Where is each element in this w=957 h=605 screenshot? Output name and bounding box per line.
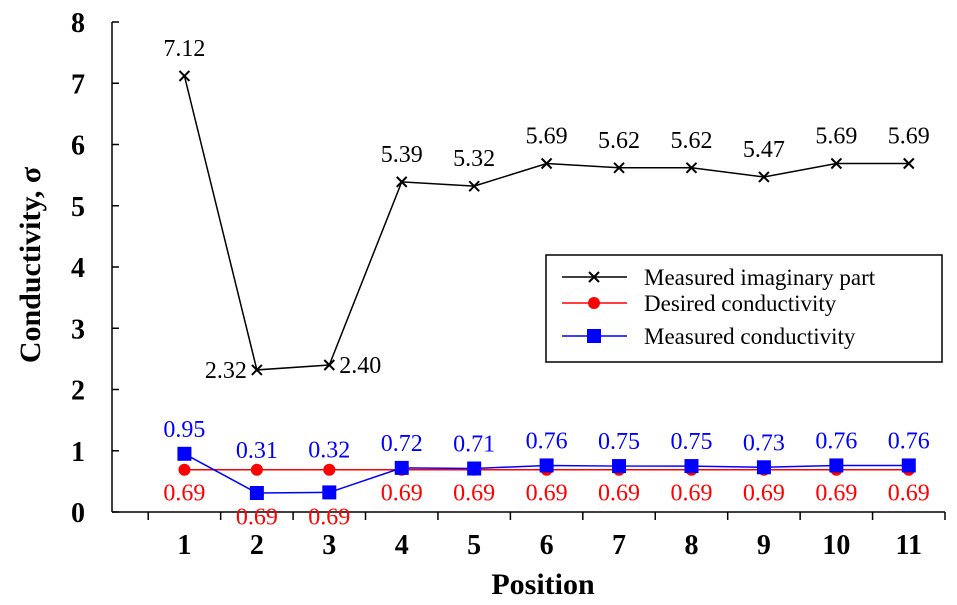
series-2-point (539, 458, 554, 473)
series-2-point (587, 329, 601, 343)
series-1-data-label: 0.69 (453, 481, 495, 507)
x-tick-label: 2 (250, 530, 264, 561)
x-tick-label: 10 (822, 530, 850, 561)
series-1-data-label: 0.69 (381, 481, 423, 507)
series-0-data-label: 5.62 (598, 128, 640, 154)
legend-label-1: Desired conductivity (644, 291, 837, 316)
x-tick-label: 8 (684, 530, 698, 561)
series-2-data-label: 0.76 (888, 428, 930, 454)
series-1-data-label: 0.69 (815, 481, 857, 507)
series-2-point (394, 460, 409, 475)
legend-label-2: Measured conductivity (644, 324, 856, 349)
series-2-data-label: 0.95 (163, 417, 205, 443)
legend-label-0: Measured imaginary part (644, 265, 876, 290)
series-2-data-label: 0.71 (453, 432, 495, 458)
series-2-point (756, 460, 771, 475)
series-0-point (685, 162, 698, 174)
series-2-data-label: 0.73 (743, 430, 785, 456)
y-tick-label: 5 (71, 192, 85, 223)
series-0-data-label: 5.69 (815, 123, 857, 149)
x-tick-label: 5 (467, 530, 481, 561)
series-2-point (467, 461, 482, 476)
series-2-data-label: 0.31 (236, 438, 278, 464)
y-tick-label: 7 (71, 69, 85, 100)
series-2-point (612, 459, 627, 474)
y-tick-label: 1 (71, 437, 85, 468)
series-2-point (684, 459, 699, 474)
series-1-point (178, 463, 191, 476)
series-2-point (829, 458, 844, 473)
x-tick-label: 1 (177, 530, 191, 561)
series-1-data-label: 0.69 (308, 505, 350, 531)
series-0-point (396, 176, 408, 188)
series-1-data-label: 0.69 (598, 481, 640, 507)
y-tick-label: 8 (71, 8, 85, 39)
series-2-data-label: 0.32 (308, 437, 350, 463)
series-1-point (250, 463, 263, 476)
series-2-point (177, 446, 192, 461)
x-tick-label: 7 (612, 530, 626, 561)
series-0-point (323, 359, 336, 371)
y-axis-title: Conductivity, σ (14, 166, 47, 363)
series-1-data-label: 0.69 (743, 481, 785, 507)
legend-box (545, 254, 943, 363)
series-0-data-label: 2.32 (205, 358, 247, 384)
series-0-data-label: 5.32 (453, 146, 495, 172)
x-tick-label: 3 (322, 530, 336, 561)
x-tick-label: 11 (896, 530, 922, 561)
series-2-data-label: 0.76 (815, 428, 857, 454)
tick-labels: 0 1 2 3 4 5 6 7 8 1 2 3 4 5 6 7 8 9 10 11 (71, 8, 922, 561)
series-2-data-label: 0.72 (381, 431, 423, 457)
series-2-data-label: 0.76 (526, 428, 568, 454)
series-0-point (468, 180, 480, 192)
series-0-point (758, 171, 770, 183)
series-0-data-label: 7.12 (163, 36, 205, 62)
series-1-data-label: 0.69 (888, 481, 930, 507)
y-tick-label: 4 (71, 253, 85, 284)
series-0-point (613, 162, 625, 174)
series-0-point (830, 157, 843, 170)
series-0-data-label: 5.69 (526, 123, 568, 149)
series-1-data-label: 0.69 (236, 505, 278, 531)
series-0-data-label: 2.40 (339, 353, 381, 379)
series-0-data-label: 5.69 (888, 123, 930, 149)
series-2-point (322, 485, 337, 500)
data-labels: 7.12 2.32 2.40 5.39 5.32 5.69 5.62 5.62 5.47 5.69… (163, 36, 929, 531)
series-1-data-label: 0.69 (163, 481, 205, 507)
series-0-point (540, 157, 553, 170)
x-tick-label: 6 (540, 530, 554, 561)
series-2-point (901, 458, 916, 473)
series-2-data-label: 0.75 (598, 429, 640, 455)
series-0-data-label: 5.62 (670, 128, 712, 154)
series-0-point (251, 364, 263, 376)
series-0-data-label: 5.47 (743, 137, 785, 163)
series-2-point (249, 486, 264, 501)
series-0-data-label: 5.39 (381, 142, 423, 168)
series-2-data-label: 0.75 (670, 429, 712, 455)
series-0-point (178, 70, 191, 82)
y-tick-label: 0 (71, 498, 85, 529)
y-tick-label: 2 (71, 376, 85, 407)
series-1-data-label: 0.69 (670, 481, 712, 507)
x-tick-label: 4 (395, 530, 409, 561)
series-1-point (323, 463, 336, 476)
x-axis-title: Position (491, 568, 595, 601)
y-tick-label: 6 (71, 131, 85, 162)
series-0-point (903, 157, 915, 170)
series-markers (177, 70, 916, 501)
series-0-point (588, 271, 600, 283)
y-tick-label: 3 (71, 314, 85, 345)
axes (111, 21, 946, 520)
series-1-point (588, 297, 600, 309)
series-1-data-label: 0.69 (526, 481, 568, 507)
x-tick-label: 9 (757, 530, 771, 561)
